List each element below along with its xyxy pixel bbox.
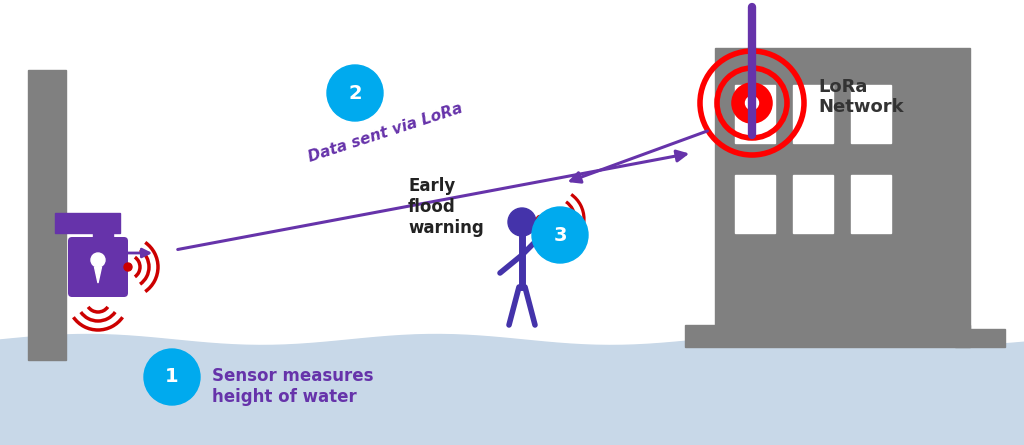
Bar: [715, 48, 970, 333]
Circle shape: [734, 85, 770, 121]
Polygon shape: [0, 335, 1024, 445]
Text: 1: 1: [165, 368, 179, 387]
Bar: [735, 85, 775, 143]
Bar: [793, 175, 833, 233]
Text: Data sent via LoRa: Data sent via LoRa: [306, 101, 464, 165]
Bar: [851, 175, 891, 233]
Polygon shape: [94, 267, 101, 283]
Circle shape: [124, 263, 132, 271]
FancyBboxPatch shape: [68, 237, 128, 297]
Bar: [28, 70, 66, 360]
Circle shape: [537, 215, 544, 222]
Circle shape: [532, 207, 588, 263]
Bar: [793, 85, 833, 143]
Text: LoRa
Network: LoRa Network: [818, 77, 903, 117]
Circle shape: [508, 208, 536, 236]
Bar: [55, 213, 120, 233]
Bar: [735, 175, 775, 233]
Circle shape: [745, 97, 759, 109]
Text: 3: 3: [553, 226, 566, 244]
Text: Sensor measures
height of water: Sensor measures height of water: [212, 367, 374, 406]
Circle shape: [144, 349, 200, 405]
Bar: [685, 325, 970, 347]
Circle shape: [91, 253, 105, 267]
Bar: [955, 329, 1005, 347]
Circle shape: [327, 65, 383, 121]
Text: Early
flood
warning: Early flood warning: [408, 177, 483, 237]
Text: 2: 2: [348, 84, 361, 102]
Bar: [93, 231, 113, 263]
Bar: [851, 85, 891, 143]
